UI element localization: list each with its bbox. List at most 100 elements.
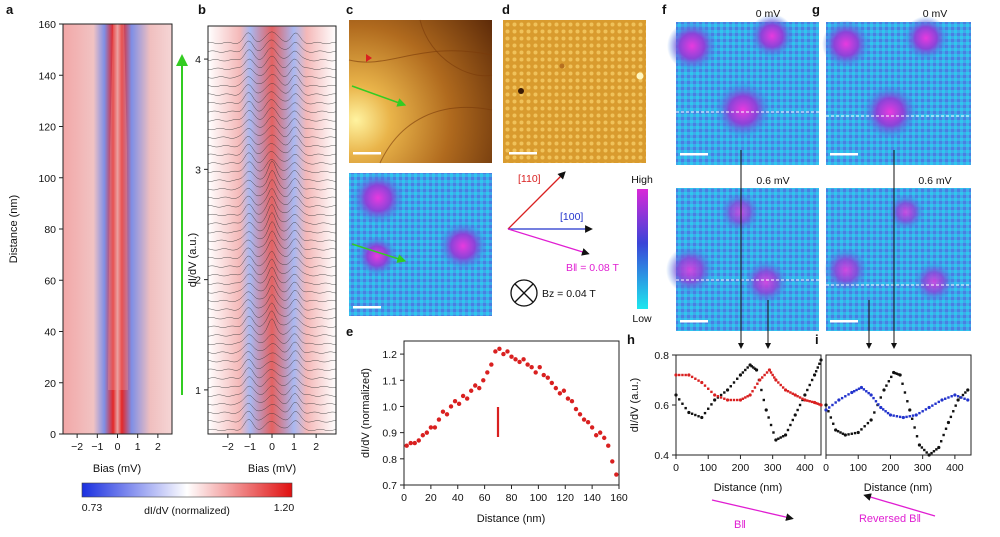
y-tick-label: 0.9 — [382, 428, 397, 440]
x-tick-label: 120 — [556, 492, 574, 504]
panel-e-ylabel: dI/dV (normalized) — [360, 368, 372, 458]
data-point — [736, 398, 739, 402]
data-point — [836, 430, 840, 433]
data-point — [918, 411, 921, 415]
data-point — [927, 453, 931, 457]
panel-c-spot-3 — [357, 236, 397, 276]
x-tick-label: 0 — [401, 492, 407, 504]
data-point — [961, 393, 965, 397]
data-point — [781, 435, 785, 438]
data-point — [741, 397, 745, 400]
data-point — [769, 423, 773, 427]
panel-label-e: e — [346, 324, 353, 339]
data-point — [872, 396, 875, 400]
panel-b-trace — [207, 179, 337, 199]
panel-b-xlabel: Bias (mV) — [248, 463, 296, 475]
data-point — [779, 383, 782, 387]
data-point — [963, 397, 966, 400]
data-point — [452, 399, 458, 404]
data-point — [716, 396, 720, 399]
data-point — [847, 393, 850, 396]
data-point — [818, 403, 821, 406]
data-point — [885, 384, 888, 387]
data-point — [557, 391, 563, 396]
panel-b: 1 2 3 4 −2 −1 0 1 2 Bias (mV) dI/dV (a.u.) — [187, 25, 337, 475]
data-point — [950, 395, 953, 398]
x-tick-label: 1 — [135, 441, 141, 453]
data-point — [908, 408, 912, 412]
data-point — [723, 397, 726, 400]
b-parallel-label: B‖ = 0.08 T — [566, 262, 619, 274]
data-point — [700, 415, 704, 420]
data-point — [843, 433, 847, 437]
panel-b-trace — [207, 31, 337, 45]
data-point — [888, 413, 893, 417]
data-point — [485, 370, 490, 375]
data-point — [684, 406, 687, 410]
panel-i-field-label: Reversed B‖ — [859, 513, 921, 525]
data-point — [884, 410, 887, 413]
colorbar-min: 0.73 — [82, 502, 103, 514]
x-tick-label: −1 — [244, 441, 256, 453]
data-point — [464, 396, 470, 401]
data-point — [694, 413, 697, 417]
data-point — [935, 448, 938, 451]
data-point — [460, 393, 466, 399]
data-point — [860, 428, 863, 431]
x-tick-label: 2 — [155, 441, 161, 453]
data-point — [903, 391, 907, 394]
data-point — [404, 443, 409, 448]
data-point — [505, 349, 510, 354]
data-point — [738, 373, 743, 377]
panel-b-trace — [207, 419, 337, 432]
panel-h: 0 100 200 300 400 0.4 0.6 0.8 Distance (nm) dI/… — [629, 350, 823, 531]
data-point — [744, 368, 747, 372]
y-tick-label: 4 — [195, 54, 201, 66]
color-scale-bar — [637, 189, 648, 309]
data-point — [781, 386, 785, 389]
data-point — [956, 395, 960, 398]
data-point — [857, 387, 861, 390]
data-point — [819, 403, 823, 407]
data-point — [930, 451, 933, 455]
panel-c-spot-2 — [439, 222, 487, 270]
data-point — [753, 367, 757, 370]
data-point — [859, 385, 864, 390]
data-point — [681, 373, 684, 377]
data-point — [678, 373, 681, 377]
y-tick-label: 0.4 — [654, 450, 669, 462]
data-point — [810, 378, 814, 382]
data-point — [866, 421, 870, 425]
data-point — [725, 388, 730, 392]
data-point — [874, 400, 878, 403]
panel-h-field-arrow — [711, 499, 794, 521]
x-tick-label: 160 — [610, 492, 628, 504]
data-point — [892, 414, 895, 417]
data-point — [589, 425, 595, 430]
data-point — [786, 428, 790, 432]
data-point — [687, 410, 691, 415]
data-point — [756, 382, 759, 385]
panel-c-red-marker — [366, 54, 372, 62]
panel-i: 0 100 200 300 400 Distance (nm) Reversed B‖ — [823, 354, 972, 525]
data-point — [873, 411, 876, 414]
panel-b-traces — [207, 31, 337, 432]
panel-b-trace — [207, 333, 337, 346]
panel-b-trace — [207, 266, 337, 285]
panel-a-center-band — [108, 24, 128, 390]
data-point — [852, 390, 856, 393]
data-point — [793, 413, 797, 417]
panel-b-trace — [207, 125, 337, 139]
panel-h-ylabel: dI/dV (a.u.) — [629, 378, 641, 432]
data-point — [501, 351, 506, 357]
panel-g-bottom-spot-3 — [914, 262, 954, 302]
colorbar-label: dI/dV (normalized) — [144, 505, 230, 517]
panel-a-ylabel: Distance (nm) — [8, 195, 20, 263]
data-point — [798, 403, 802, 407]
data-point — [569, 399, 575, 404]
panel-g: 0 mV 0.6 mV — [822, 8, 971, 349]
data-point — [408, 440, 413, 446]
data-point — [767, 416, 770, 419]
data-point — [853, 431, 857, 435]
data-point — [882, 388, 886, 392]
